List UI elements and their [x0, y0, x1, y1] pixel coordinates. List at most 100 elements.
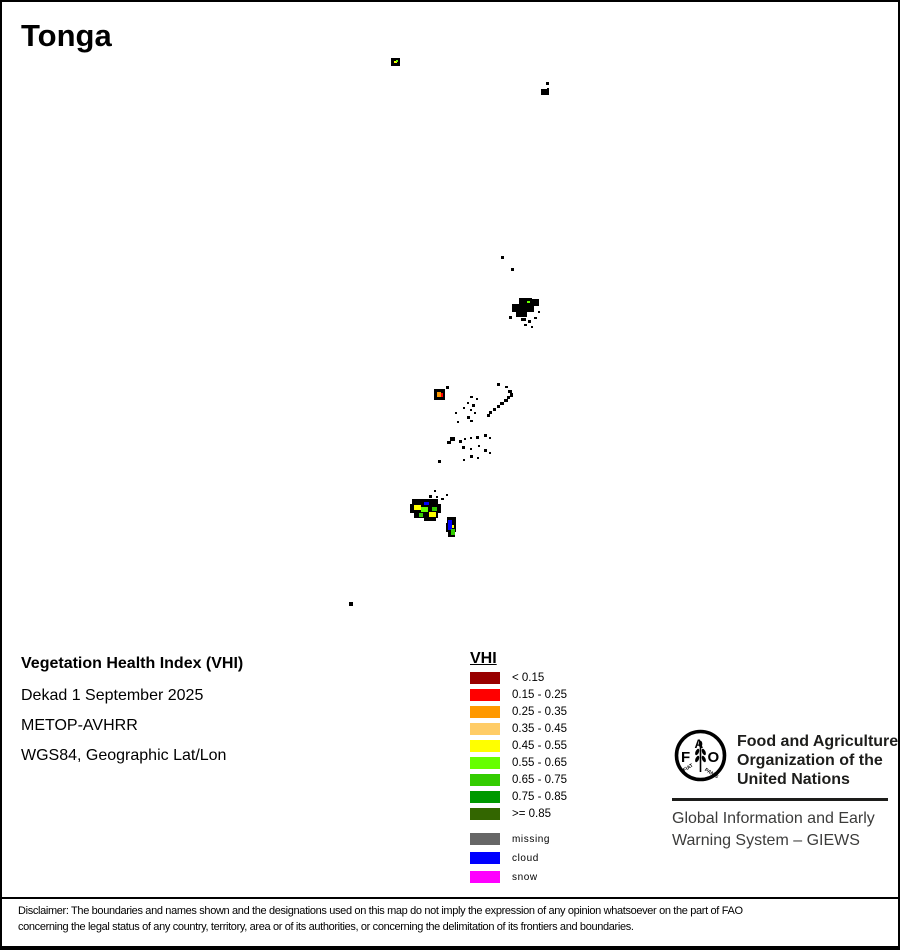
island-pixel	[467, 416, 470, 419]
legend-label: < 0.15	[512, 672, 545, 684]
island-pixel	[349, 602, 353, 606]
island-pixel	[429, 495, 432, 498]
island-pixel	[463, 407, 465, 409]
island-pixel	[396, 60, 398, 62]
fao-name-line: Food and Agriculture	[737, 733, 899, 750]
branding-divider	[672, 798, 888, 801]
island-pixel	[446, 386, 449, 389]
island-pixel	[447, 441, 451, 444]
island-pixel	[484, 449, 487, 452]
legend-label: 0.75 - 0.85	[512, 791, 567, 803]
island-pixel	[441, 393, 443, 397]
island-pixel	[489, 411, 492, 414]
legend-color-swatch	[470, 757, 500, 769]
island-pixel	[421, 507, 428, 512]
island-pixel	[438, 460, 441, 463]
legend-extra-list: missing cloud snow	[470, 833, 550, 883]
island-pixel	[489, 452, 491, 454]
island-pixel	[394, 61, 397, 63]
island-pixel	[455, 412, 457, 414]
legend-color-swatch	[470, 672, 500, 684]
island-pixel	[419, 513, 423, 517]
legend-color-swatch	[470, 774, 500, 786]
island-pixel	[463, 459, 465, 461]
island-pixel	[434, 490, 436, 492]
legend-color-swatch	[470, 852, 500, 864]
legend-class-row: 0.25 - 0.35	[470, 706, 567, 718]
island-pixel	[464, 438, 466, 440]
island-pixel	[519, 298, 532, 304]
map-canvas	[349, 58, 549, 606]
map-date-label: Dekad 1 September 2025	[21, 687, 204, 704]
legend-class-row: 0.55 - 0.65	[470, 757, 567, 769]
island-pixel	[508, 390, 512, 393]
island-pixel	[451, 529, 455, 535]
island-pixel	[459, 440, 462, 443]
island-pixel	[541, 89, 549, 95]
map-sensor-label: METOP-AVHRR	[21, 717, 138, 734]
island-pixel	[538, 311, 540, 313]
giews-line: Warning System – GIEWS	[672, 832, 860, 849]
island-pixel	[512, 304, 534, 312]
island-pixel	[497, 405, 500, 408]
island-pixel	[528, 320, 531, 323]
wheat-stalk-icon	[695, 740, 706, 772]
island-pixel	[467, 402, 469, 404]
island-pixel	[414, 511, 438, 518]
island-pixel	[489, 437, 491, 439]
frame-top-border	[0, 0, 900, 2]
island-pixel	[509, 316, 512, 319]
island-pixel	[470, 437, 472, 439]
island-pixel	[534, 317, 537, 319]
island-pixel	[546, 82, 549, 85]
legend-color-swatch	[470, 791, 500, 803]
map-projection-label: WGS84, Geographic Lat/Lon	[21, 747, 227, 764]
fao-organization-name: Food and Agriculture Organization of the…	[737, 732, 898, 789]
legend-extra-row: missing	[470, 833, 550, 845]
legend-class-row: >= 0.85	[470, 808, 567, 820]
island-pixel	[470, 448, 472, 450]
island-pixel	[476, 436, 479, 439]
legend-extra-row: snow	[470, 871, 550, 883]
frame-right-border	[898, 0, 900, 950]
island-pixel	[452, 525, 454, 528]
island-pixel	[487, 414, 490, 417]
legend-label: 0.55 - 0.65	[512, 757, 567, 769]
island-pixel	[505, 386, 508, 388]
island-pixel	[446, 494, 448, 496]
island-pixel	[424, 516, 436, 521]
island-pixel	[432, 507, 437, 511]
fao-name-line: United Nations	[737, 771, 850, 788]
legend-label: 0.65 - 0.75	[512, 774, 567, 786]
legend-label: missing	[512, 833, 551, 845]
legend-color-swatch	[470, 833, 500, 845]
disclaimer-text: Disclaimer: The boundaries and names sho…	[18, 905, 743, 917]
map-layer-title: Vegetation Health Index (VHI)	[21, 655, 244, 672]
legend-label: 0.45 - 0.55	[512, 740, 567, 752]
island-pixel	[470, 420, 473, 422]
island-pixel	[504, 399, 508, 402]
legend-label: snow	[512, 871, 538, 883]
legend-label: 0.15 - 0.25	[512, 689, 567, 701]
legend-color-swatch	[470, 689, 500, 701]
island-pixel	[424, 502, 429, 505]
island-pixel	[501, 256, 504, 259]
island-pixel	[500, 402, 504, 405]
legend-label: >= 0.85	[512, 808, 552, 820]
legend-class-row: 0.45 - 0.55	[470, 740, 567, 752]
legend-class-row: < 0.15	[470, 672, 567, 684]
legend-class-row: 0.35 - 0.45	[470, 723, 567, 735]
frame-bottom-border	[0, 946, 900, 950]
island-pixel	[474, 412, 476, 414]
legend-class-list: < 0.15 0.15 - 0.25 0.25 - 0.35 0.35 - 0.45 0…	[470, 672, 567, 820]
legend-label: 0.25 - 0.35	[512, 706, 567, 718]
island-pixel	[477, 457, 479, 459]
legend-class-row: 0.15 - 0.25	[470, 689, 567, 701]
legend-color-swatch	[470, 740, 500, 752]
island-pixel	[510, 393, 513, 397]
island-pixel	[478, 445, 480, 447]
giews-line: Global Information and Early	[672, 810, 875, 827]
island-pixel	[470, 396, 473, 398]
island-pixel	[441, 498, 444, 500]
